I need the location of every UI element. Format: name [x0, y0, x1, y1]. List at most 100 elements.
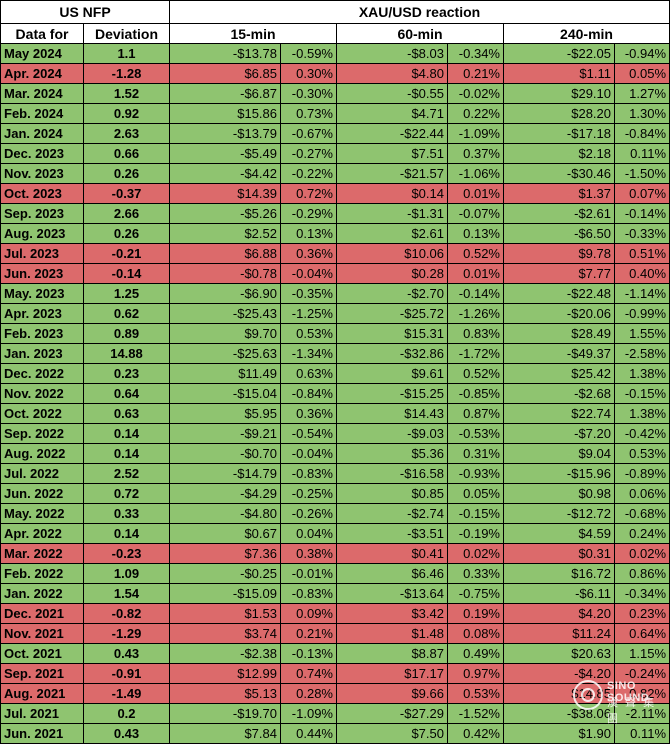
cell-15min-percent: 0.72%	[280, 183, 337, 204]
cell-15min-percent: -0.25%	[280, 483, 337, 504]
cell-date: Mar. 2024	[0, 83, 84, 104]
cell-240min-change: -$22.05	[503, 43, 615, 64]
cell-60min-change: $7.51	[336, 143, 448, 164]
cell-240min-percent: 1.27%	[613, 83, 671, 104]
xau-usd-title: XAU/USD reaction	[168, 0, 671, 24]
cell-deviation: -0.14	[83, 263, 170, 284]
cell-240min-percent: 0.02%	[613, 543, 671, 564]
cell-240min-change: -$22.48	[503, 283, 615, 304]
cell-60min-percent: 0.42%	[447, 723, 504, 744]
cell-60min-percent: 0.31%	[447, 443, 504, 464]
cell-15min-percent: -0.01%	[280, 563, 337, 584]
header-row-columns: Data for Deviation 15-min 60-min 240-min	[0, 23, 671, 44]
cell-240min-change: $29.10	[503, 83, 615, 104]
cell-60min-percent: -0.93%	[447, 463, 504, 484]
cell-date: Dec. 2021	[0, 603, 84, 624]
cell-240min-change: -$7.20	[503, 423, 615, 444]
cell-240min-percent: -0.68%	[613, 503, 671, 524]
cell-60min-percent: 0.19%	[447, 603, 504, 624]
cell-15min-percent: -0.83%	[280, 583, 337, 604]
cell-15min-percent: 0.09%	[280, 603, 337, 624]
cell-deviation: 0.14	[83, 423, 170, 444]
cell-15min-change: -$25.43	[169, 303, 281, 324]
cell-15min-percent: -0.83%	[280, 463, 337, 484]
cell-240min-change: $4.59	[503, 523, 615, 544]
cell-240min-change: $20.63	[503, 643, 615, 664]
col-header-240min: 240-min	[502, 23, 671, 44]
cell-deviation: 14.88	[83, 343, 170, 364]
cell-60min-change: -$22.44	[336, 123, 448, 144]
cell-60min-change: $0.41	[336, 543, 448, 564]
cell-60min-percent: 0.49%	[447, 643, 504, 664]
table-row: May. 2022 0.33 -$4.80 -0.26% -$2.74 -0.15% -$1…	[0, 503, 671, 524]
cell-date: Feb. 2022	[0, 563, 84, 584]
cell-date: Dec. 2023	[0, 143, 84, 164]
cell-15min-change: $6.85	[169, 63, 281, 84]
cell-60min-change: $1.48	[336, 623, 448, 644]
cell-60min-percent: 0.01%	[447, 263, 504, 284]
cell-15min-change: -$4.80	[169, 503, 281, 524]
cell-15min-percent: 0.74%	[280, 663, 337, 684]
cell-15min-change: $9.70	[169, 323, 281, 344]
cell-60min-percent: -0.02%	[447, 83, 504, 104]
cell-60min-percent: 0.05%	[447, 483, 504, 504]
cell-15min-change: $1.53	[169, 603, 281, 624]
cell-240min-change: $11.24	[503, 623, 615, 644]
cell-240min-change: $9.04	[503, 443, 615, 464]
cell-15min-change: $7.84	[169, 723, 281, 744]
cell-240min-change: $0.31	[503, 543, 615, 564]
cell-15min-percent: -0.35%	[280, 283, 337, 304]
cell-240min-change: -$6.50	[503, 223, 615, 244]
cell-15min-change: -$4.42	[169, 163, 281, 184]
cell-15min-percent: -0.13%	[280, 643, 337, 664]
table-row: Mar. 2024 1.52 -$6.87 -0.30% -$0.55 -0.02% $29…	[0, 83, 671, 104]
table-row: Jun. 2022 0.72 -$4.29 -0.25% $0.85 0.05% $0.98…	[0, 483, 671, 504]
cell-60min-percent: -0.85%	[447, 383, 504, 404]
us-nfp-title: US NFP	[0, 0, 170, 24]
cell-240min-percent: -0.99%	[613, 303, 671, 324]
watermark-line2: 漢 聲 集 團	[607, 697, 657, 725]
cell-date: Jan. 2023	[0, 343, 84, 364]
cell-240min-change: $2.18	[503, 143, 615, 164]
cell-240min-percent: 0.23%	[613, 603, 671, 624]
cell-deviation: 0.43	[83, 643, 170, 664]
cell-240min-percent: 0.06%	[613, 483, 671, 504]
cell-240min-change: $25.42	[503, 363, 615, 384]
cell-60min-change: -$32.86	[336, 343, 448, 364]
cell-60min-change: $0.14	[336, 183, 448, 204]
cell-15min-change: -$5.26	[169, 203, 281, 224]
cell-60min-change: $0.28	[336, 263, 448, 284]
cell-60min-change: -$2.74	[336, 503, 448, 524]
cell-date: Aug. 2022	[0, 443, 84, 464]
cell-240min-percent: 1.55%	[613, 323, 671, 344]
cell-60min-change: -$0.55	[336, 83, 448, 104]
cell-date: Feb. 2023	[0, 323, 84, 344]
cell-15min-percent: -0.29%	[280, 203, 337, 224]
table-row: Aug. 2023 0.26 $2.52 0.13% $2.61 0.13% -$6.50-…	[0, 223, 671, 244]
cell-deviation: -1.28	[83, 63, 170, 84]
cell-60min-change: $9.61	[336, 363, 448, 384]
cell-deviation: 0.2	[83, 703, 170, 724]
watermark-line1: SINO SOUND	[607, 680, 650, 704]
cell-deviation: 1.52	[83, 83, 170, 104]
cell-deviation: 2.52	[83, 463, 170, 484]
cell-60min-change: -$9.03	[336, 423, 448, 444]
cell-240min-change: $9.78	[503, 243, 615, 264]
cell-15min-percent: -0.54%	[280, 423, 337, 444]
col-header-15min: 15-min	[169, 23, 337, 44]
sino-sound-watermark: SINO SOUND 漢 聲 集 團	[573, 678, 665, 725]
cell-60min-percent: -1.72%	[447, 343, 504, 364]
table-row: Jan. 2023 14.88 -$25.63 -1.34% -$32.86 -1.72%…	[0, 343, 671, 364]
cell-deviation: 0.33	[83, 503, 170, 524]
cell-deviation: 0.72	[83, 483, 170, 504]
cell-deviation: 0.43	[83, 723, 170, 744]
cell-240min-percent: -0.94%	[613, 43, 671, 64]
cell-60min-change: -$2.70	[336, 283, 448, 304]
cell-deviation: -0.37	[83, 183, 170, 204]
cell-240min-change: $28.20	[503, 103, 615, 124]
cell-15min-change: -$2.38	[169, 643, 281, 664]
cell-240min-change: $16.72	[503, 563, 615, 584]
cell-deviation: 1.1	[83, 43, 170, 64]
cell-60min-change: -$21.57	[336, 163, 448, 184]
